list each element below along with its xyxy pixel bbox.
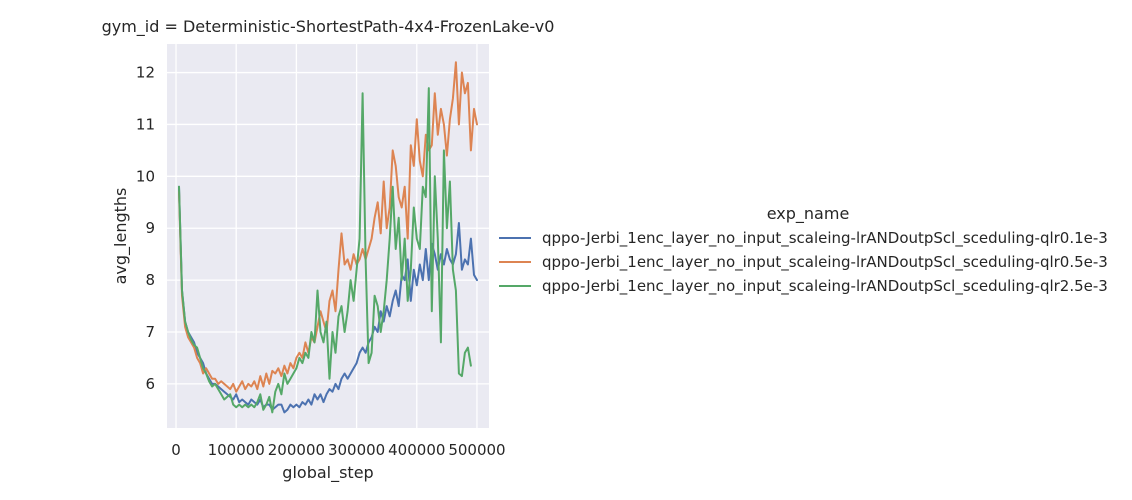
x-tick-label: 100000 <box>208 441 265 459</box>
y-tick-label: 9 <box>145 219 155 237</box>
legend-label-0: qppo-Jerbi_1enc_layer_no_input_scaleing-… <box>542 229 1108 248</box>
legend: exp_name qppo-Jerbi_1enc_layer_no_input_… <box>499 204 1108 296</box>
x-tick-label: 500000 <box>448 441 505 459</box>
y-tick-label: 6 <box>145 375 155 393</box>
y-tick-label: 11 <box>136 115 155 133</box>
legend-label-1: qppo-Jerbi_1enc_layer_no_input_scaleing-… <box>542 253 1108 272</box>
x-tick-label: 300000 <box>328 441 385 459</box>
y-axis-label: avg_lengths <box>111 188 131 285</box>
y-tick-label: 8 <box>145 271 155 289</box>
chart-title: gym_id = Deterministic-ShortestPath-4x4-… <box>102 17 555 37</box>
y-tick-label: 10 <box>136 167 155 185</box>
x-tick-label: 200000 <box>268 441 325 459</box>
series-line-2 <box>178 87 472 414</box>
x-tick-label: 400000 <box>388 441 445 459</box>
legend-items: qppo-Jerbi_1enc_layer_no_input_scaleing-… <box>499 229 1108 296</box>
x-tick-label: 0 <box>171 441 181 459</box>
series-lines <box>178 61 478 414</box>
y-tick-label: 12 <box>136 64 155 82</box>
tick-labels: 0 100000 200000 300000 400000 500000 6 7 8 9 10 11 1… <box>136 64 506 459</box>
x-axis-label: global_step <box>282 463 373 483</box>
y-tick-label: 7 <box>145 323 155 341</box>
legend-label-2: qppo-Jerbi_1enc_layer_no_input_scaleing-… <box>542 277 1108 296</box>
plot-area <box>167 44 489 428</box>
legend-title: exp_name <box>767 204 850 224</box>
